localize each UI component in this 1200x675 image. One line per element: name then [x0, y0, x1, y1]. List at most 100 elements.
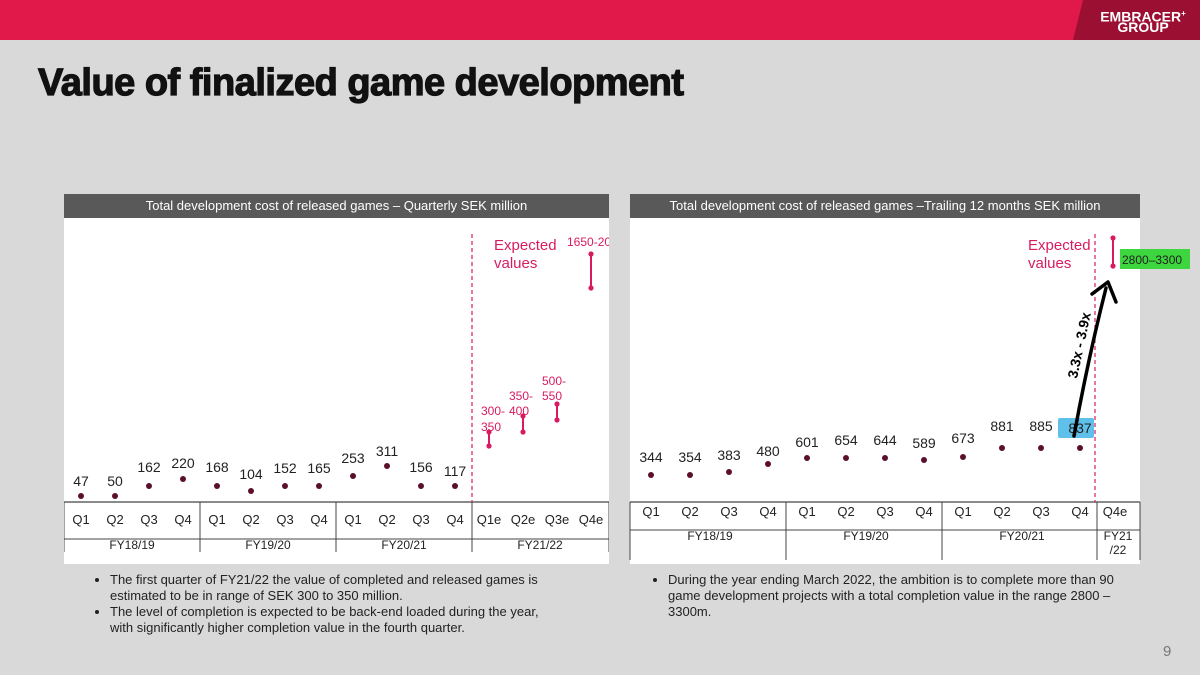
right-data-point [882, 455, 888, 461]
left-year-label: FY18/19 [109, 538, 155, 552]
right-tick-label: Q4 [759, 504, 776, 519]
right-tick-label: Q3 [720, 504, 737, 519]
right-year-label-last-2: /22 [1110, 543, 1127, 557]
left-data-label: 104 [239, 466, 263, 482]
left-data-label: 311 [376, 443, 399, 459]
right-tick-label: Q3 [876, 504, 893, 519]
right-data-point [765, 461, 771, 467]
left-tick-label: Q1 [344, 512, 361, 527]
right-data-label: 837 [1068, 420, 1092, 436]
left-data-point [214, 483, 220, 489]
left-tick-label: Q3 [276, 512, 293, 527]
right-bullets: During the year ending March 2022, the a… [650, 572, 1120, 620]
right-data-label: 601 [795, 434, 819, 450]
left-tick-label: Q3e [545, 512, 570, 527]
left-data-label: 253 [341, 450, 365, 466]
left-data-label: 165 [307, 460, 331, 476]
brand-sup: + [1181, 9, 1186, 18]
left-tick-label: Q4e [579, 512, 604, 527]
left-data-point [248, 488, 254, 494]
right-data-label: 344 [639, 449, 663, 465]
right-year-label: FY19/20 [843, 529, 889, 543]
left-tick-label: Q4 [446, 512, 463, 527]
right-data-point [726, 469, 732, 475]
left-tick-label: Q2 [106, 512, 123, 527]
left-range-label-1b: 350 [481, 420, 501, 434]
left-year-label: FY21/22 [517, 538, 563, 552]
left-expected-label-1: Expected [494, 237, 557, 254]
right-data-label: 589 [912, 435, 936, 451]
right-expected-label-1: Expected [1028, 237, 1091, 254]
left-range-label-3a: 500- [542, 374, 566, 388]
right-data-point [921, 457, 927, 463]
left-tick-label: Q2 [242, 512, 259, 527]
left-tick-label: Q2 [378, 512, 395, 527]
left-data-label: 220 [171, 455, 195, 471]
right-tick-label: Q4e [1103, 504, 1128, 519]
right-data-label: 480 [756, 443, 780, 459]
left-expected-top [486, 429, 492, 435]
right-expected-label-2: values [1028, 255, 1071, 272]
right-data-point [1077, 445, 1083, 451]
left-chart: Q1 Q2 Q3 Q4 Q1 Q2 Q3 Q4 Q1 Q2 Q3 Q4 Q1e Q2e Q3e Q4e FY18… [64, 234, 609, 552]
right-chart-panel: Total development cost of released games… [629, 194, 1190, 564]
left-range-label-1a: 300- [481, 404, 505, 418]
right-tick-label: Q1 [954, 504, 971, 519]
left-expected-top [554, 401, 560, 407]
right-tick-label: Q3 [1032, 504, 1049, 519]
left-tick-label: Q1 [208, 512, 225, 527]
right-year-label: FY18/19 [687, 529, 733, 543]
left-tick-label: Q3 [412, 512, 429, 527]
left-data-label: 168 [205, 459, 229, 475]
right-bullet-1: During the year ending March 2022, the a… [668, 572, 1120, 620]
right-chart: Q1 Q2 Q3 Q4 Q1 Q2 Q3 Q4 Q1 Q2 Q3 Q4 Q4e FY18/19 FY19/2… [629, 234, 1190, 560]
left-expected-bottom [588, 285, 594, 291]
left-data-point [418, 483, 424, 489]
left-data-point [78, 493, 84, 499]
left-range-label-3b: 550 [542, 389, 562, 403]
right-data-label: 673 [951, 430, 975, 446]
left-tick-label: Q1 [72, 512, 89, 527]
left-expected-bottom [554, 417, 560, 423]
right-year-label-last-1: FY21 [1104, 529, 1133, 543]
right-expected-bottom [1110, 263, 1116, 269]
right-data-point [648, 472, 654, 478]
right-data-point [687, 472, 693, 478]
left-data-label: 117 [444, 463, 467, 479]
left-expected-top [588, 251, 594, 257]
left-data-point [384, 463, 390, 469]
right-growth-annotation: 3.3x - 3.9x [1064, 311, 1094, 380]
left-data-point [452, 483, 458, 489]
right-tick-label: Q2 [681, 504, 698, 519]
right-data-label: 654 [834, 432, 858, 448]
right-year-label: FY20/21 [999, 529, 1045, 543]
left-range-label-2b: 400 [509, 404, 529, 418]
right-data-point [1038, 445, 1044, 451]
right-data-label: 383 [717, 447, 741, 463]
left-data-label: 152 [273, 460, 297, 476]
brand-logo: EMBRACER+ GROUP [1073, 0, 1200, 40]
right-range-highlight [1120, 249, 1190, 269]
left-data-point [112, 493, 118, 499]
right-chart-title: Total development cost of released games… [630, 194, 1140, 218]
left-data-label: 47 [73, 473, 89, 489]
left-data-label: 162 [137, 459, 161, 475]
brand-line2: GROUP [1117, 19, 1169, 35]
right-data-label: 354 [678, 449, 702, 465]
brand-line1: EMBRACER [1100, 8, 1182, 25]
page-number: 9 [1163, 643, 1172, 660]
right-data-point [999, 445, 1005, 451]
left-tick-label: Q2e [511, 512, 536, 527]
left-range-label-4: 1650-2000 [567, 235, 609, 249]
left-expected-bottom [486, 443, 492, 449]
left-data-point [146, 483, 152, 489]
left-year-label: FY19/20 [245, 538, 291, 552]
page-title: Value of finalized game development [37, 61, 684, 104]
left-tick-label: Q3 [140, 512, 157, 527]
right-data-point [804, 455, 810, 461]
left-data-label: 50 [107, 473, 123, 489]
right-data-label: 885 [1029, 418, 1053, 434]
left-bullet-1: The first quarter of FY21/22 the value o… [110, 572, 562, 604]
left-range-label-2a: 350- [509, 389, 533, 403]
right-tick-label: Q2 [837, 504, 854, 519]
